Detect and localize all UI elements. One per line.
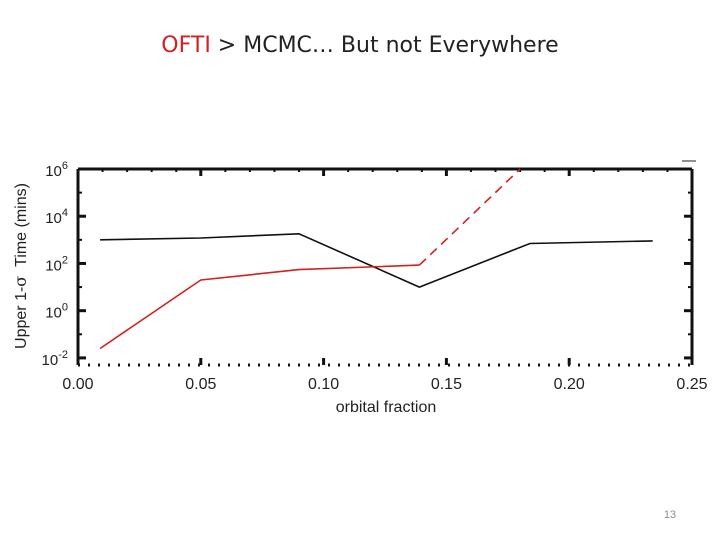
series-line-1 xyxy=(100,232,653,288)
page-number: 13 xyxy=(663,509,677,521)
series-line-2 xyxy=(99,264,420,350)
y-axis-label-sigma: σ xyxy=(11,276,30,287)
x-axis-label: orbital fraction xyxy=(336,399,437,416)
slide-title: OFTI > MCMC… But not Everywhere xyxy=(0,33,720,58)
slide-title-rest: > MCMC… But not Everywhere xyxy=(210,33,559,58)
y-tick-label: 102 xyxy=(45,254,68,274)
axes: 0.00 0.05 0.10 0.15 0.20 0.25 10-2 100 102 104 106 xyxy=(42,160,708,393)
series-line-3 xyxy=(418,168,521,266)
x-tick-label: 0.05 xyxy=(185,376,216,393)
x-tick-label: 0.15 xyxy=(431,376,462,393)
y-axis-label-prefix: Upper 1- xyxy=(13,287,30,349)
y-tick-label: 106 xyxy=(45,160,68,180)
x-tick-label: 0.00 xyxy=(62,376,93,393)
slide-title-accent: OFTI xyxy=(161,33,211,58)
y-tick-label: 100 xyxy=(45,302,68,322)
series-lines xyxy=(99,168,653,350)
y-tick-label: 10-2 xyxy=(42,349,68,369)
y-tick-label: 104 xyxy=(45,207,68,227)
y-axis-label: Upper 1-σ Time (mins) xyxy=(11,183,30,349)
y-axis-label-suffix: Time (mins) xyxy=(13,183,30,276)
x-tick-label: 0.25 xyxy=(676,376,707,393)
x-tick-label: 0.20 xyxy=(554,376,585,393)
x-tick-label: 0.10 xyxy=(308,376,339,393)
